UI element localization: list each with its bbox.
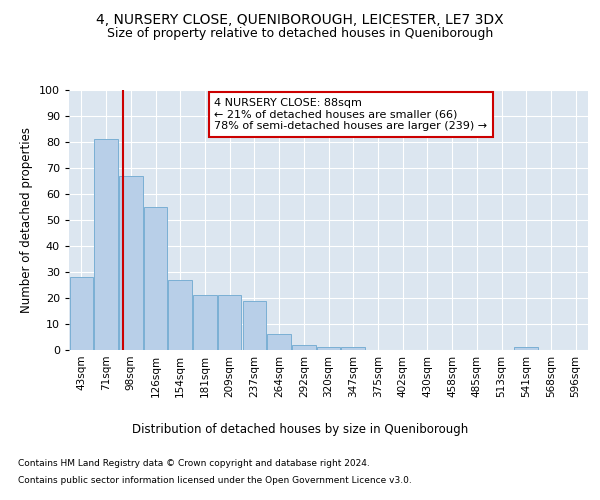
Bar	[514, 348, 538, 350]
Bar	[169, 280, 192, 350]
Bar	[268, 334, 291, 350]
Bar	[70, 277, 93, 350]
Y-axis label: Number of detached properties: Number of detached properties	[20, 127, 34, 313]
Bar	[218, 296, 241, 350]
Text: Contains HM Land Registry data © Crown copyright and database right 2024.: Contains HM Land Registry data © Crown c…	[18, 458, 370, 468]
Bar	[193, 296, 217, 350]
Text: Contains public sector information licensed under the Open Government Licence v3: Contains public sector information licen…	[18, 476, 412, 485]
Bar	[94, 140, 118, 350]
Bar	[292, 345, 316, 350]
Bar	[119, 176, 143, 350]
Text: 4, NURSERY CLOSE, QUENIBOROUGH, LEICESTER, LE7 3DX: 4, NURSERY CLOSE, QUENIBOROUGH, LEICESTE…	[96, 12, 504, 26]
Bar	[341, 348, 365, 350]
Text: Size of property relative to detached houses in Queniborough: Size of property relative to detached ho…	[107, 28, 493, 40]
Bar	[317, 348, 340, 350]
Text: 4 NURSERY CLOSE: 88sqm
← 21% of detached houses are smaller (66)
78% of semi-det: 4 NURSERY CLOSE: 88sqm ← 21% of detached…	[214, 98, 487, 131]
Bar	[242, 300, 266, 350]
Bar	[144, 207, 167, 350]
Text: Distribution of detached houses by size in Queniborough: Distribution of detached houses by size …	[132, 422, 468, 436]
